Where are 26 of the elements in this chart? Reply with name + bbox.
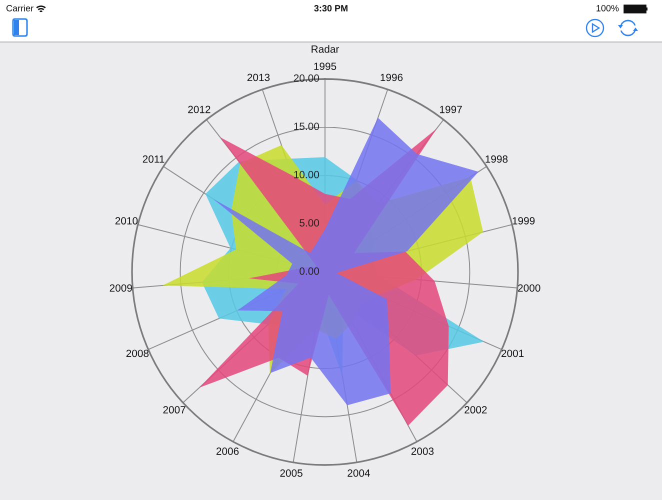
chart-title: Radar — [312, 45, 340, 53]
spoke-label: 1996 — [380, 74, 403, 82]
spoke-label: 1995 — [314, 62, 336, 70]
text: Carrier — [6, 4, 34, 12]
spoke-label: 2006 — [216, 448, 239, 455]
spoke-label: 1999 — [512, 217, 535, 225]
spoke-label: 2005 — [280, 469, 302, 477]
spoke-label: 1997 — [440, 106, 462, 114]
spoke-label: 2003 — [411, 448, 434, 455]
text: 3:30 PM — [314, 5, 348, 12]
spoke-label: 2004 — [348, 469, 370, 477]
spoke-label: 2010 — [115, 217, 138, 225]
spoke-label: 2007 — [163, 406, 186, 414]
y-tick-label: 0.00 — [300, 267, 320, 275]
text: 100% — [596, 5, 619, 12]
spoke-label: 1998 — [486, 155, 508, 163]
y-tick-label: 5.00 — [300, 219, 320, 227]
spoke-label: 2002 — [464, 406, 487, 414]
spoke-label: 2008 — [126, 350, 149, 358]
spoke-label: 2001 — [501, 350, 524, 358]
y-tick-label: 15.00 — [294, 122, 320, 130]
spoke-label: 2009 — [110, 284, 132, 292]
spoke-label: 2011 — [142, 155, 164, 163]
spoke-label: 2012 — [188, 106, 210, 114]
spoke-label: 2013 — [247, 74, 270, 82]
spoke-label: 2000 — [518, 284, 540, 292]
